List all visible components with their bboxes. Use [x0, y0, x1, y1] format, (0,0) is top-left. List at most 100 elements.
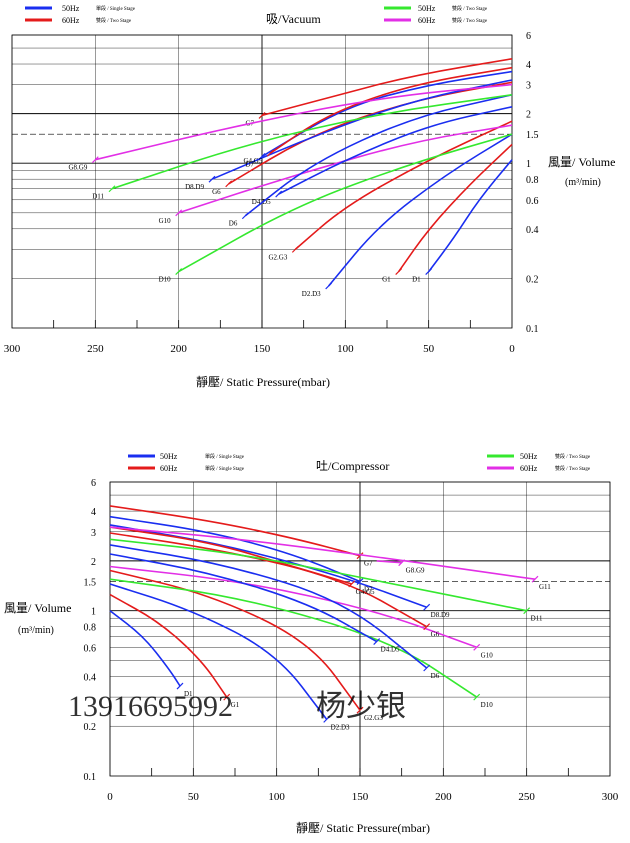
legend-two-stage-d: 雙段 / Two Stage	[555, 453, 591, 460]
series-label: D8.D9	[185, 183, 204, 191]
series-label: G4.G5	[243, 157, 262, 165]
series-line-G11	[109, 526, 536, 580]
y-tick-label: 2	[526, 110, 531, 121]
series-end-G2.G3	[356, 706, 364, 714]
chart-title-compressor: 吐/Compressor	[316, 459, 389, 473]
y-tick-label: 3	[526, 81, 531, 92]
series-label: G2.G3	[268, 253, 287, 261]
x-tick-label: 150	[352, 791, 369, 803]
legend-60hz-two: 60Hz	[418, 16, 436, 25]
series-label: G10	[481, 651, 494, 659]
series-end-D7	[258, 152, 266, 160]
series-end-G10	[473, 643, 481, 651]
series-line-D11	[111, 94, 513, 190]
x-ticks-0: 300 250 200 150 100 50 0	[4, 343, 516, 355]
legend-two-stage-b: 雙段 / Two Stage	[452, 5, 488, 12]
series-end-G8.G9	[398, 559, 406, 567]
series-line-G2.G3	[294, 120, 513, 251]
x-tick-label: 50	[423, 343, 435, 355]
legend-single-stage-c: 單段 / Single Stage	[205, 465, 245, 472]
legend-single-stage-b: 單段 / Single Stage	[205, 453, 245, 460]
series-label: D7	[364, 586, 373, 594]
series-end-G6	[225, 180, 233, 188]
y-tick-label: 0.8	[526, 175, 539, 186]
series-1: D1 G1 D2.D3 G2.G3 D10 G10 D4.D5 D6 G6 D8.D9 D7G4.G…	[109, 505, 551, 731]
series-end-G4.G5	[348, 580, 356, 588]
series-line-G7	[109, 505, 361, 557]
series-end-D6	[241, 212, 249, 220]
series-label: G8.G9	[68, 164, 87, 172]
series-line-D8.D9	[211, 79, 513, 180]
series-end-G6	[423, 623, 431, 631]
x-tick-label: 150	[254, 343, 271, 355]
x-tick-label: 200	[435, 791, 452, 803]
series-label: G7	[364, 560, 373, 568]
series-label: G10	[159, 217, 172, 225]
watermark-phone: 13916695992	[68, 690, 233, 723]
series-line-G8.G9	[95, 83, 513, 161]
y-tick-label: 6	[526, 31, 531, 42]
chart-1: 6 4 3 2 1.5 1 0.8 0.6 0.4 0.2 0.1 0 50 100 150 200 250 30…	[84, 478, 619, 803]
legend-two-stage-c: 雙段 / Two Stage	[452, 17, 488, 24]
series-line-G8.G9	[376, 560, 402, 564]
series-end-D2.D3	[325, 282, 333, 290]
y-tick-label: 1	[91, 607, 96, 618]
y-tick-label: 4	[91, 507, 96, 518]
x-tick-label: 250	[87, 343, 104, 355]
series-end-D4.D5	[373, 638, 381, 646]
series-line-D7	[261, 70, 513, 158]
legend-50hz-two: 50Hz	[418, 4, 436, 13]
x-tick-label: 100	[337, 343, 354, 355]
series-label: G4.G5	[356, 588, 375, 596]
x-tick-label: 50	[188, 791, 200, 803]
series-end-G7	[356, 552, 364, 560]
series-end-D7	[356, 578, 364, 585]
xlabel-vacuum: 靜壓/ Static Pressure(mbar)	[196, 375, 330, 389]
y-tick-label: 0.2	[84, 722, 97, 733]
yunit-vacuum: (m³/min)	[565, 177, 601, 188]
series-line-D10	[109, 578, 478, 698]
series-end-G2.G3	[291, 245, 299, 253]
series-line-G4.G5	[269, 66, 513, 154]
series-end-D2.D3	[323, 715, 331, 723]
series-end-G1	[223, 693, 231, 701]
series-label: G6	[431, 631, 440, 639]
series-label: D2.D3	[331, 723, 350, 731]
series-end-D1	[176, 682, 184, 690]
y-tick-label: 3	[91, 528, 96, 539]
legend-single-stage: 單段 / Single Stage	[96, 5, 136, 12]
series-label: D7	[245, 160, 254, 168]
series-line-D6	[244, 94, 513, 217]
series-label: D10	[481, 701, 494, 709]
grid-1	[109, 481, 611, 776]
legend-top: 50Hz 單段 / Single Stage 60Hz 雙段 / Two Sta…	[25, 4, 488, 25]
y-tick-label: 0.8	[84, 623, 97, 634]
series-label: D6	[431, 672, 440, 680]
series-end-G4.G5	[266, 149, 274, 157]
y-tick-label: 0.1	[84, 772, 97, 783]
series-line-D6	[109, 544, 428, 669]
y-tick-label: 0.6	[526, 196, 539, 207]
y-tick-label: 4	[526, 60, 531, 71]
series-line-D10	[178, 133, 513, 273]
series-label: D1	[184, 690, 193, 698]
legend-bottom: 50Hz 單段 / Single Stage 60Hz 單段 / Single …	[128, 452, 591, 473]
series-end-G10	[175, 209, 183, 217]
series-line-G2.G3	[109, 569, 361, 711]
series-label: D10	[159, 276, 172, 284]
series-end-G8.G9	[91, 156, 99, 164]
series-label: D1	[412, 276, 421, 284]
series-line-D11	[109, 538, 527, 612]
ylabel-compressor: 風量/ Volume	[4, 601, 71, 615]
x-tick-label: 300	[602, 791, 619, 803]
series-line-G10	[109, 565, 477, 649]
series-line-D1	[109, 610, 181, 687]
x-tick-label: 300	[4, 343, 21, 355]
chart-0: 6 4 3 2 1.5 1 0.8 0.6 0.4 0.2 0.1 300 250 200 150 100 50…	[4, 31, 539, 355]
series-label: D11	[92, 193, 104, 201]
yunit-compressor: (m³/min)	[18, 625, 54, 636]
series-end-D10	[175, 268, 183, 276]
series-end-D10	[473, 693, 481, 701]
series-end-G1	[395, 268, 403, 276]
